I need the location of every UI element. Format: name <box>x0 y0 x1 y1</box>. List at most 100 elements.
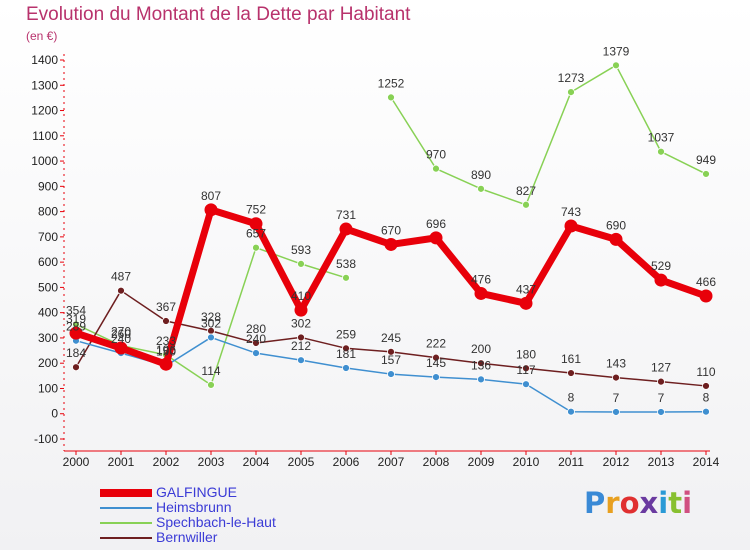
data-point <box>432 164 440 173</box>
data-label: 690 <box>606 218 626 232</box>
data-point <box>522 364 530 373</box>
y-tick-label: 200 <box>38 356 58 370</box>
data-label: 487 <box>111 270 131 284</box>
data-labels: 184 487 367 328 280 302 259 245 222 200 180 161 143 1… <box>66 44 716 405</box>
axes: -100 0 100 200 300 400 500 600 700 800 900 1000 1100… <box>31 53 719 469</box>
data-label: 184 <box>66 346 86 360</box>
x-tick-label: 2009 <box>468 455 495 469</box>
data-point <box>384 237 398 251</box>
logo-letter: o <box>619 486 640 520</box>
data-label: 752 <box>246 203 266 217</box>
data-label: 476 <box>471 272 491 286</box>
data-label: 731 <box>336 208 356 222</box>
data-label: 827 <box>516 184 536 198</box>
data-point <box>567 88 575 96</box>
data-label: 949 <box>696 153 716 167</box>
data-point <box>477 184 485 193</box>
data-label: 157 <box>381 353 401 367</box>
x-tick-label: 2001 <box>108 455 135 469</box>
y-tick-label: 600 <box>38 255 58 269</box>
data-label: 180 <box>516 347 536 361</box>
data-label: 302 <box>291 316 311 330</box>
data-label: 410 <box>291 289 311 303</box>
data-point <box>69 326 83 340</box>
data-point <box>204 203 218 217</box>
data-point <box>657 408 665 416</box>
data-point <box>387 347 395 356</box>
data-label: 127 <box>651 361 671 375</box>
data-point <box>474 286 488 300</box>
data-label: 161 <box>561 352 581 366</box>
data-label: 212 <box>291 339 311 353</box>
data-label: 1252 <box>378 76 405 90</box>
y-tick-label: 1100 <box>32 129 58 143</box>
series-line <box>390 64 707 206</box>
logo-letter: i <box>658 486 669 520</box>
data-label: 233 <box>156 334 176 348</box>
data-label: 670 <box>381 223 401 237</box>
x-tick-label: 2011 <box>558 455 584 469</box>
data-label: 240 <box>111 332 131 346</box>
data-point <box>294 303 308 317</box>
data-label: 657 <box>246 227 266 241</box>
data-point <box>429 231 443 245</box>
data-label: 260 <box>111 327 131 341</box>
data-label: 538 <box>336 257 356 271</box>
x-tick-label: 2005 <box>288 455 315 469</box>
data-point <box>159 357 173 371</box>
data-label: 302 <box>201 316 221 330</box>
data-point <box>432 353 440 362</box>
data-point <box>297 333 305 342</box>
data-label: 145 <box>426 356 446 370</box>
data-point <box>297 260 305 268</box>
x-tick-label: 2014 <box>693 455 720 469</box>
proxiti-logo: Proxiti <box>584 486 692 520</box>
data-label: 259 <box>336 327 356 341</box>
x-tick-label: 2012 <box>603 455 630 469</box>
y-tick-label: 1000 <box>31 154 58 168</box>
data-label: 529 <box>651 259 671 273</box>
data-point <box>519 296 533 310</box>
data-label: 696 <box>426 217 446 231</box>
logo-letter: r <box>605 486 620 520</box>
data-label: 143 <box>606 357 626 371</box>
y-tick-label: 800 <box>38 205 58 219</box>
y-tick-label: 1400 <box>31 53 58 67</box>
data-point <box>252 349 260 357</box>
y-tick-label: 1300 <box>31 78 58 92</box>
data-label: 437 <box>516 282 536 296</box>
chart-subtitle: (en €) <box>26 29 58 43</box>
data-point <box>654 273 668 287</box>
data-point <box>252 339 260 347</box>
data-point <box>567 369 575 377</box>
x-tick-label: 2003 <box>198 455 225 469</box>
data-label: 1037 <box>648 131 675 145</box>
data-point <box>702 407 710 416</box>
data-point <box>612 61 620 70</box>
data-label: 7 <box>658 391 665 405</box>
data-label: 289 <box>66 320 86 334</box>
legend-label-heimsbrunn: Heimsbrunn <box>156 499 232 515</box>
legend-label-bernwiller: Bernwiller <box>156 529 218 545</box>
data-label: 367 <box>156 300 176 314</box>
data-label: 240 <box>246 332 266 346</box>
data-point <box>564 219 578 233</box>
data-point <box>702 382 710 390</box>
data-label: 190 <box>156 345 176 359</box>
data-label: 181 <box>336 347 356 361</box>
legend-swatch-galfingue <box>100 489 152 497</box>
data-label: 117 <box>516 363 535 377</box>
legend-swatch-spechbach-le-haut <box>100 522 152 524</box>
x-tick-label: 2013 <box>648 455 675 469</box>
data-point <box>72 363 80 372</box>
data-point <box>114 341 128 355</box>
data-point <box>162 317 170 325</box>
data-label: 270 <box>111 325 131 339</box>
x-tick-label: 2000 <box>63 455 90 469</box>
y-tick-label: 500 <box>38 280 58 294</box>
data-point <box>612 408 620 416</box>
data-point <box>249 217 263 231</box>
data-point <box>252 243 260 252</box>
data-point <box>609 232 623 246</box>
